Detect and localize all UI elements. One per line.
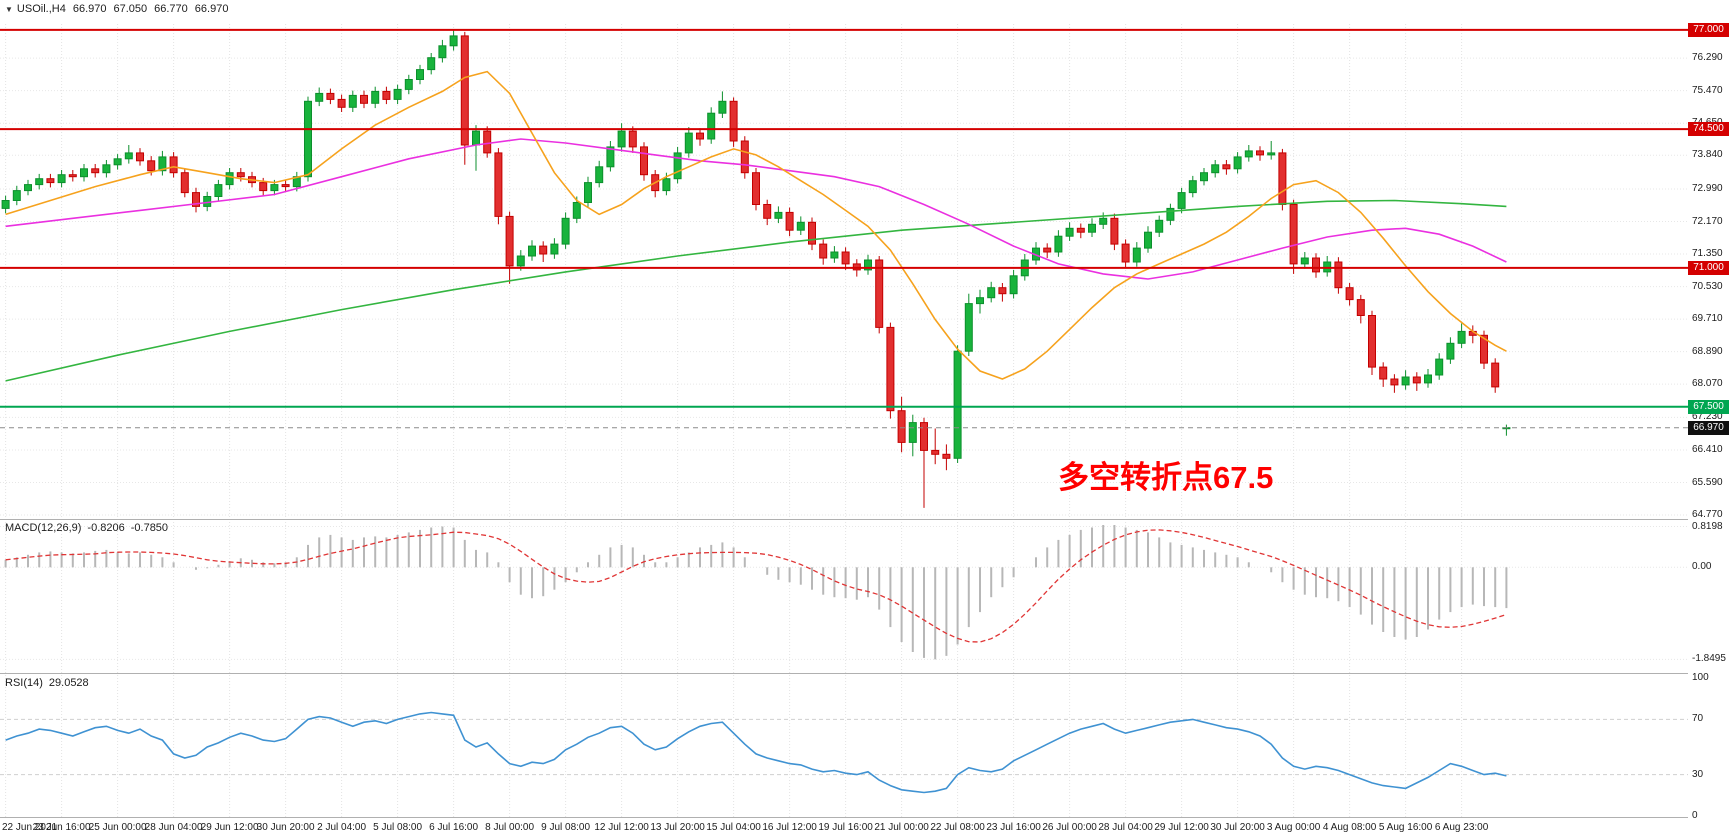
time-label: 28 Jun 04:00 bbox=[144, 822, 203, 833]
rsi-axis-label: 70 bbox=[1692, 713, 1704, 725]
time-label: 30 Jul 20:00 bbox=[1210, 822, 1265, 833]
macd-signal-value: -0.7850 bbox=[130, 522, 169, 534]
price-tick-label: 66.410 bbox=[1692, 444, 1723, 455]
macd-axis-label: 0.00 bbox=[1692, 561, 1712, 573]
time-label: 8 Jul 00:00 bbox=[485, 822, 535, 833]
horizontal-price-lines bbox=[0, 28, 1688, 429]
rsi-axis-label: 100 bbox=[1692, 672, 1709, 683]
rsi-axis-label: 0 bbox=[1692, 810, 1698, 821]
time-label: 6 Jul 16:00 bbox=[429, 822, 479, 833]
time-label: 16 Jul 12:00 bbox=[762, 822, 817, 833]
hline-price-badge: 71.000 bbox=[1688, 260, 1729, 275]
rsi-indicator-label: RSI(14) bbox=[5, 677, 43, 689]
time-label: 26 Jul 00:00 bbox=[1042, 822, 1097, 833]
macd-panel-title: MACD(12,26,9) -0.8206 -0.7850 bbox=[5, 522, 168, 534]
rsi-line bbox=[5, 711, 1507, 794]
price-axis[interactable]: 77.00076.29075.47074.65073.84072.99072.1… bbox=[1688, 0, 1729, 840]
time-label: 13 Jul 20:00 bbox=[650, 822, 705, 833]
time-label: 4 Aug 08:00 bbox=[1322, 822, 1377, 833]
time-label: 9 Jul 08:00 bbox=[541, 822, 591, 833]
time-label: 2 Jul 04:00 bbox=[317, 822, 367, 833]
time-axis-separator bbox=[0, 817, 1729, 818]
time-label: 23 Jun 16:00 bbox=[32, 822, 91, 833]
hline-price-badge: 67.500 bbox=[1688, 399, 1729, 414]
ohlc-open-value: 66.970 bbox=[72, 3, 107, 15]
hline-price-badge: 74.500 bbox=[1688, 122, 1729, 137]
time-label: 5 Aug 16:00 bbox=[1378, 822, 1433, 833]
rsi-current-value: 29.0528 bbox=[48, 677, 89, 689]
price-tick-label: 65.590 bbox=[1692, 476, 1723, 488]
ohlc-close-value: 66.970 bbox=[194, 3, 229, 15]
mid-ma-line bbox=[5, 138, 1507, 280]
rsi-axis-label: 30 bbox=[1692, 768, 1704, 780]
price-tick-label: 70.530 bbox=[1692, 280, 1723, 292]
time-label: 15 Jul 04:00 bbox=[706, 822, 761, 833]
price-tick-label: 68.890 bbox=[1692, 345, 1723, 357]
price-tick-label: 75.470 bbox=[1692, 84, 1723, 96]
current-price-badge: 66.970 bbox=[1688, 420, 1729, 435]
candlesticks bbox=[1, 29, 1511, 508]
time-label: 21 Jul 00:00 bbox=[874, 822, 929, 833]
price-tick-label: 68.070 bbox=[1692, 378, 1723, 390]
grid-horizontal bbox=[0, 29, 1688, 776]
fast-ma-line bbox=[5, 70, 1507, 380]
price-tick-label: 67.230 bbox=[1692, 411, 1723, 423]
time-label: 5 Jul 08:00 bbox=[373, 822, 423, 833]
price-tick-label: 71.350 bbox=[1692, 248, 1723, 259]
time-label: 28 Jul 04:00 bbox=[1098, 822, 1153, 833]
time-label: 30 Jun 20:00 bbox=[256, 822, 315, 833]
time-label: 6 Aug 23:00 bbox=[1434, 822, 1489, 833]
rsi-panel-separator[interactable] bbox=[0, 673, 1729, 674]
price-tick-label: 72.170 bbox=[1692, 215, 1723, 227]
macd-axis-label: -1.8495 bbox=[1692, 653, 1726, 665]
chart-collapse-icon[interactable]: ▼ bbox=[5, 5, 13, 14]
time-label: 19 Jul 16:00 bbox=[818, 822, 873, 833]
time-label: 25 Jun 00:00 bbox=[88, 822, 147, 833]
price-tick-label: 76.290 bbox=[1692, 52, 1723, 64]
ohlc-low-value: 66.770 bbox=[154, 3, 188, 15]
price-tick-label: 72.990 bbox=[1692, 183, 1723, 194]
macd-axis-label: 0.8198 bbox=[1692, 520, 1723, 532]
time-label: 29 Jun 12:00 bbox=[200, 822, 259, 833]
macd-main-value: -0.8206 bbox=[87, 522, 125, 534]
hline-price-badge: 77.000 bbox=[1688, 22, 1729, 37]
chart-annotation-text: 多空转折点67.5 bbox=[1058, 460, 1274, 495]
rsi-panel-title: RSI(14) 29.0528 bbox=[5, 677, 89, 689]
time-label: 3 Aug 00:00 bbox=[1266, 822, 1321, 833]
macd-indicator-label: MACD(12,26,9) bbox=[5, 522, 82, 534]
ohlc-high-value: 67.050 bbox=[113, 3, 148, 15]
time-label: 23 Jul 16:00 bbox=[986, 822, 1041, 833]
time-label: 12 Jul 12:00 bbox=[594, 822, 649, 833]
macd-histogram bbox=[4, 525, 1508, 660]
price-tick-label: 64.770 bbox=[1692, 509, 1723, 520]
price-tick-label: 69.710 bbox=[1692, 313, 1723, 325]
time-label: 22 Jul 08:00 bbox=[930, 822, 985, 833]
chart-canvas[interactable] bbox=[0, 0, 1688, 818]
chart-header: ▼ USOil.,H4 66.970 67.050 66.770 66.970 bbox=[5, 3, 228, 15]
time-label: 22 Jun 2021 bbox=[2, 822, 58, 833]
macd-signal-line bbox=[5, 529, 1507, 643]
time-axis[interactable]: 22 Jun 2021 23 Jun 16:00 25 Jun 00:00 28 Ju… bbox=[0, 818, 1688, 840]
slow-ma-line bbox=[5, 199, 1507, 382]
symbol-timeframe-label: USOil.,H4 bbox=[16, 3, 66, 15]
price-tick-label: 73.840 bbox=[1692, 149, 1723, 161]
macd-panel-separator[interactable] bbox=[0, 519, 1729, 520]
time-label: 29 Jul 12:00 bbox=[1154, 822, 1209, 833]
